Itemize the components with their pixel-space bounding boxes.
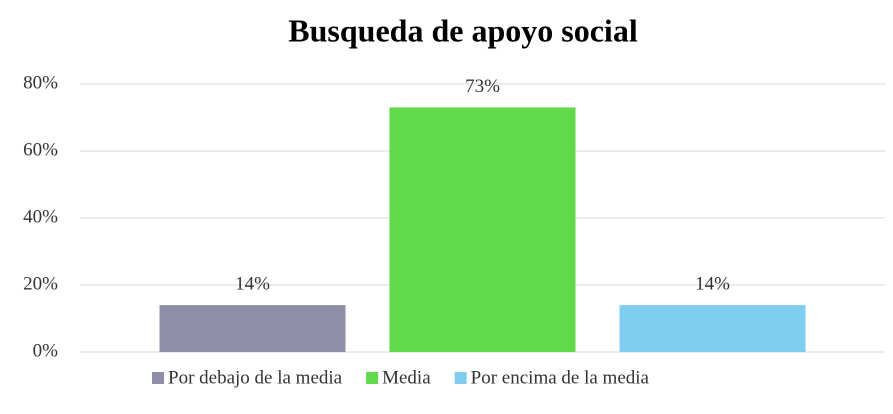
y-tick-label: 80% bbox=[23, 72, 58, 93]
legend-swatch bbox=[366, 372, 379, 384]
y-tick-label: 60% bbox=[23, 139, 58, 160]
value-label: 14% bbox=[695, 273, 730, 294]
y-tick-label: 0% bbox=[33, 340, 59, 361]
legend-label: Media bbox=[382, 367, 431, 388]
bar bbox=[159, 305, 346, 352]
y-tick-label: 40% bbox=[23, 206, 58, 227]
y-tick-label: 20% bbox=[23, 273, 58, 294]
legend-label: Por debajo de la media bbox=[168, 367, 343, 388]
legend-swatch bbox=[454, 372, 467, 384]
value-label: 14% bbox=[235, 273, 270, 294]
bar bbox=[619, 305, 806, 352]
legend-label: Por encima de la media bbox=[471, 367, 650, 388]
value-label: 73% bbox=[465, 76, 500, 97]
bar bbox=[389, 107, 576, 352]
chart-title: Busqueda de apoyo social bbox=[288, 12, 638, 48]
legend-swatch bbox=[152, 372, 164, 384]
